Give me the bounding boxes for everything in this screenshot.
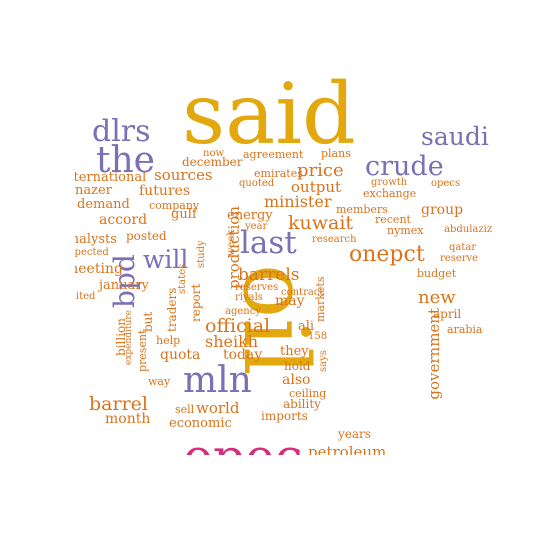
word-contract: contract — [281, 287, 324, 298]
word-official: official — [205, 315, 271, 337]
word-company: company — [149, 199, 200, 212]
word-economic: economic — [169, 416, 232, 431]
word-says: says — [318, 350, 329, 372]
word-saudi: saudi — [421, 122, 489, 151]
word-minister: minister — [264, 192, 332, 211]
word-quoted: quoted — [239, 178, 275, 189]
word-may: may — [275, 293, 305, 309]
word-world: world — [196, 399, 240, 417]
word-exchange: exchange — [363, 187, 417, 200]
word-sell: sell — [175, 403, 195, 416]
word-mln: mln — [183, 360, 252, 401]
word-recent: recent — [375, 213, 411, 226]
word-arabia: arabia — [447, 323, 483, 336]
word-traders: traders — [165, 287, 179, 332]
word-members: members — [336, 203, 388, 216]
word-study: study — [196, 240, 207, 268]
word-petroleum: petroleum — [308, 443, 387, 456]
word-reserves: reserves — [235, 282, 279, 293]
word-april: april — [433, 307, 462, 321]
word-cloud: said oil opec the dlrs saudi crude last … — [75, 70, 510, 455]
word-sheikh: sheikh — [205, 332, 259, 351]
word-expected: expected — [75, 247, 109, 258]
word-agreement: agreement — [243, 148, 304, 161]
word-help: help — [156, 334, 181, 347]
word-month: month — [105, 411, 151, 427]
word-158: 158 — [308, 331, 328, 342]
word-agency: agency — [225, 306, 261, 317]
word-expenditure: expenditure — [124, 310, 134, 365]
word-year: year — [245, 221, 268, 232]
word-posted: posted — [126, 229, 167, 243]
word-futures: futures — [139, 183, 191, 199]
word-january: january — [99, 278, 149, 293]
word-barrels: barrels — [238, 265, 300, 285]
word-price: price — [297, 160, 344, 181]
word-said: said — [182, 70, 356, 163]
word-way: way — [148, 375, 171, 388]
word-output: output — [291, 178, 342, 196]
word-ali: ali — [298, 319, 315, 334]
word-demand: demand — [77, 197, 130, 212]
word-now: now — [203, 148, 225, 159]
word-hold: hold — [284, 359, 311, 373]
word-report: report — [189, 283, 203, 322]
word-research: research — [312, 234, 357, 245]
word-opecs: opecs — [431, 178, 461, 189]
word-plans: plans — [321, 147, 351, 160]
word-meeting: meeting — [75, 261, 123, 277]
word-present: present — [136, 329, 149, 372]
word-states: states — [177, 263, 188, 294]
word-dlrs: dlrs — [92, 114, 151, 149]
word-kuwait: kuwait — [288, 212, 354, 234]
word-budget: budget — [417, 267, 457, 280]
word-barrel: barrel — [89, 393, 148, 415]
word-gulf: gulf — [171, 207, 197, 222]
word-ability: ability — [283, 397, 321, 411]
word-qatar: qatar — [449, 242, 477, 253]
word-imports: imports — [261, 409, 308, 423]
word-opec: opec — [183, 432, 303, 455]
word-will: will — [143, 245, 189, 274]
word-years: years — [338, 427, 371, 441]
word-quota: quota — [160, 347, 201, 363]
word-accord: accord — [99, 212, 148, 228]
word-government: government — [425, 308, 443, 400]
word-crude: crude — [365, 151, 444, 182]
word-the: the — [96, 140, 155, 181]
word-emirates: emirates — [254, 167, 303, 180]
word-analysts: analysts — [75, 232, 117, 247]
word-ceiling: ceiling — [289, 387, 327, 400]
word-international: international — [75, 170, 147, 185]
word-riyals: riyals — [235, 292, 263, 303]
word-nymex: nymex — [387, 224, 424, 237]
word-week: week — [226, 229, 237, 256]
word-onepct: onepct — [349, 242, 425, 267]
word-reserve: reserve — [440, 253, 479, 264]
word-they: they — [280, 344, 309, 359]
word-new: new — [418, 287, 456, 308]
word-nazer: nazer — [75, 183, 112, 198]
word-group: group — [421, 202, 464, 218]
word-today: today — [223, 347, 263, 363]
word-sources: sources — [154, 166, 213, 184]
word-limited: limited — [75, 291, 96, 302]
word-last: last — [240, 225, 297, 261]
word-december: december — [182, 155, 243, 169]
word-energy: energy — [227, 208, 273, 223]
word-abdulaziz: abdulaziz — [444, 224, 493, 235]
word-growth: growth — [371, 177, 408, 188]
word-markets: markets — [314, 276, 327, 323]
word-also: also — [282, 372, 311, 388]
